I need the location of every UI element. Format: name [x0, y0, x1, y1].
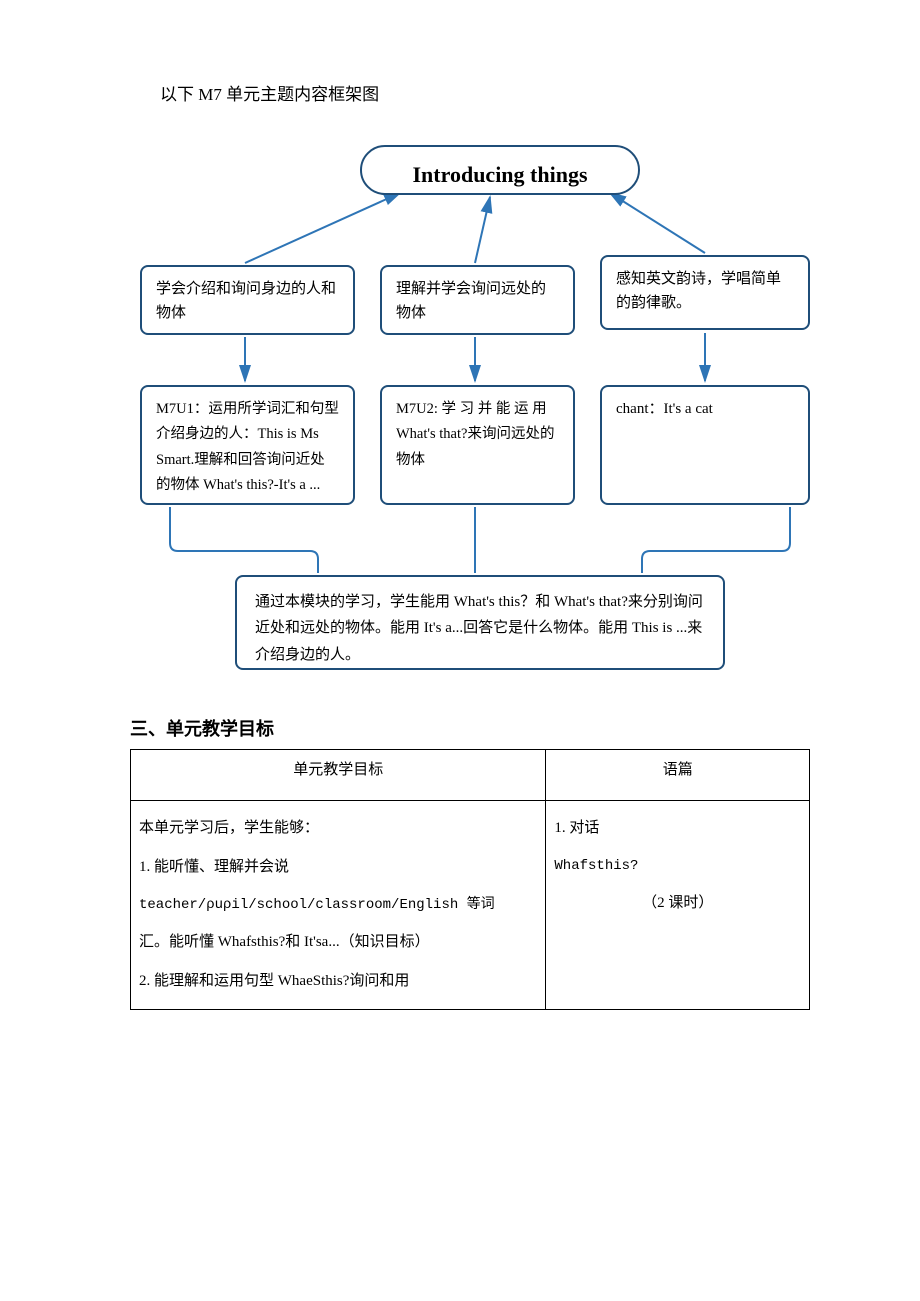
table-body-left: 本单元学习后，学生能够： 1. 能听懂、理解并会说 teacher/ρuρil/…	[131, 801, 546, 1010]
discourse-line: （2 课时）	[554, 884, 801, 923]
diagram-row1-c: 感知英文韵诗，学唱简单的韵律歌。	[600, 255, 810, 330]
table-header-right: 语篇	[546, 750, 810, 801]
goal-line: teacher/ρuρil/school/classroom/English 等…	[139, 887, 537, 923]
diagram-title-box: Introducing things	[360, 145, 640, 195]
diagram-row1-b: 理解并学会询问远处的物体	[380, 265, 575, 335]
table-header-left: 单元教学目标	[131, 750, 546, 801]
section3-heading: 三、单元教学目标	[130, 715, 810, 741]
diagram-row2-b: M7U2: 学 习 并 能 运 用What's that?来询问远处的物体	[380, 385, 575, 505]
diagram-row2-a: M7U1：运用所学词汇和句型介绍身边的人：This is Ms Smart.理解…	[140, 385, 355, 505]
goal-line: 1. 能听懂、理解并会说	[139, 848, 537, 887]
goal-line: 本单元学习后，学生能够：	[139, 809, 537, 848]
intro-text: 以下 M7 单元主题内容框架图	[160, 80, 810, 105]
diagram-summary-box: 通过本模块的学习，学生能用 What's this？和 What's that?…	[235, 575, 725, 670]
diagram-row1-a: 学会介绍和询问身边的人和物体	[140, 265, 355, 335]
table-body-row: 本单元学习后，学生能够： 1. 能听懂、理解并会说 teacher/ρuρil/…	[131, 801, 810, 1010]
goal-line: 汇。能听懂 Whafsthis?和 It'sa...（知识目标）	[139, 923, 537, 962]
framework-diagram: Introducing things 学会介绍和询问身边的人和物体 理解并学会询…	[130, 145, 810, 685]
table-header-row: 单元教学目标 语篇	[131, 750, 810, 801]
goal-line: 2. 能理解和运用句型 WhaeSthis?询问和用	[139, 962, 537, 1001]
document-page: 以下 M7 单元主题内容框架图 Introducing things 学会介绍和…	[0, 0, 920, 1301]
discourse-line: 1. 对话	[554, 809, 801, 848]
discourse-line: Whafsthis?	[554, 848, 801, 884]
table-body-right: 1. 对话 Whafsthis? （2 课时）	[546, 801, 810, 1010]
diagram-row2-c: chant：It's a cat	[600, 385, 810, 505]
goals-table: 单元教学目标 语篇 本单元学习后，学生能够： 1. 能听懂、理解并会说 teac…	[130, 749, 810, 1010]
